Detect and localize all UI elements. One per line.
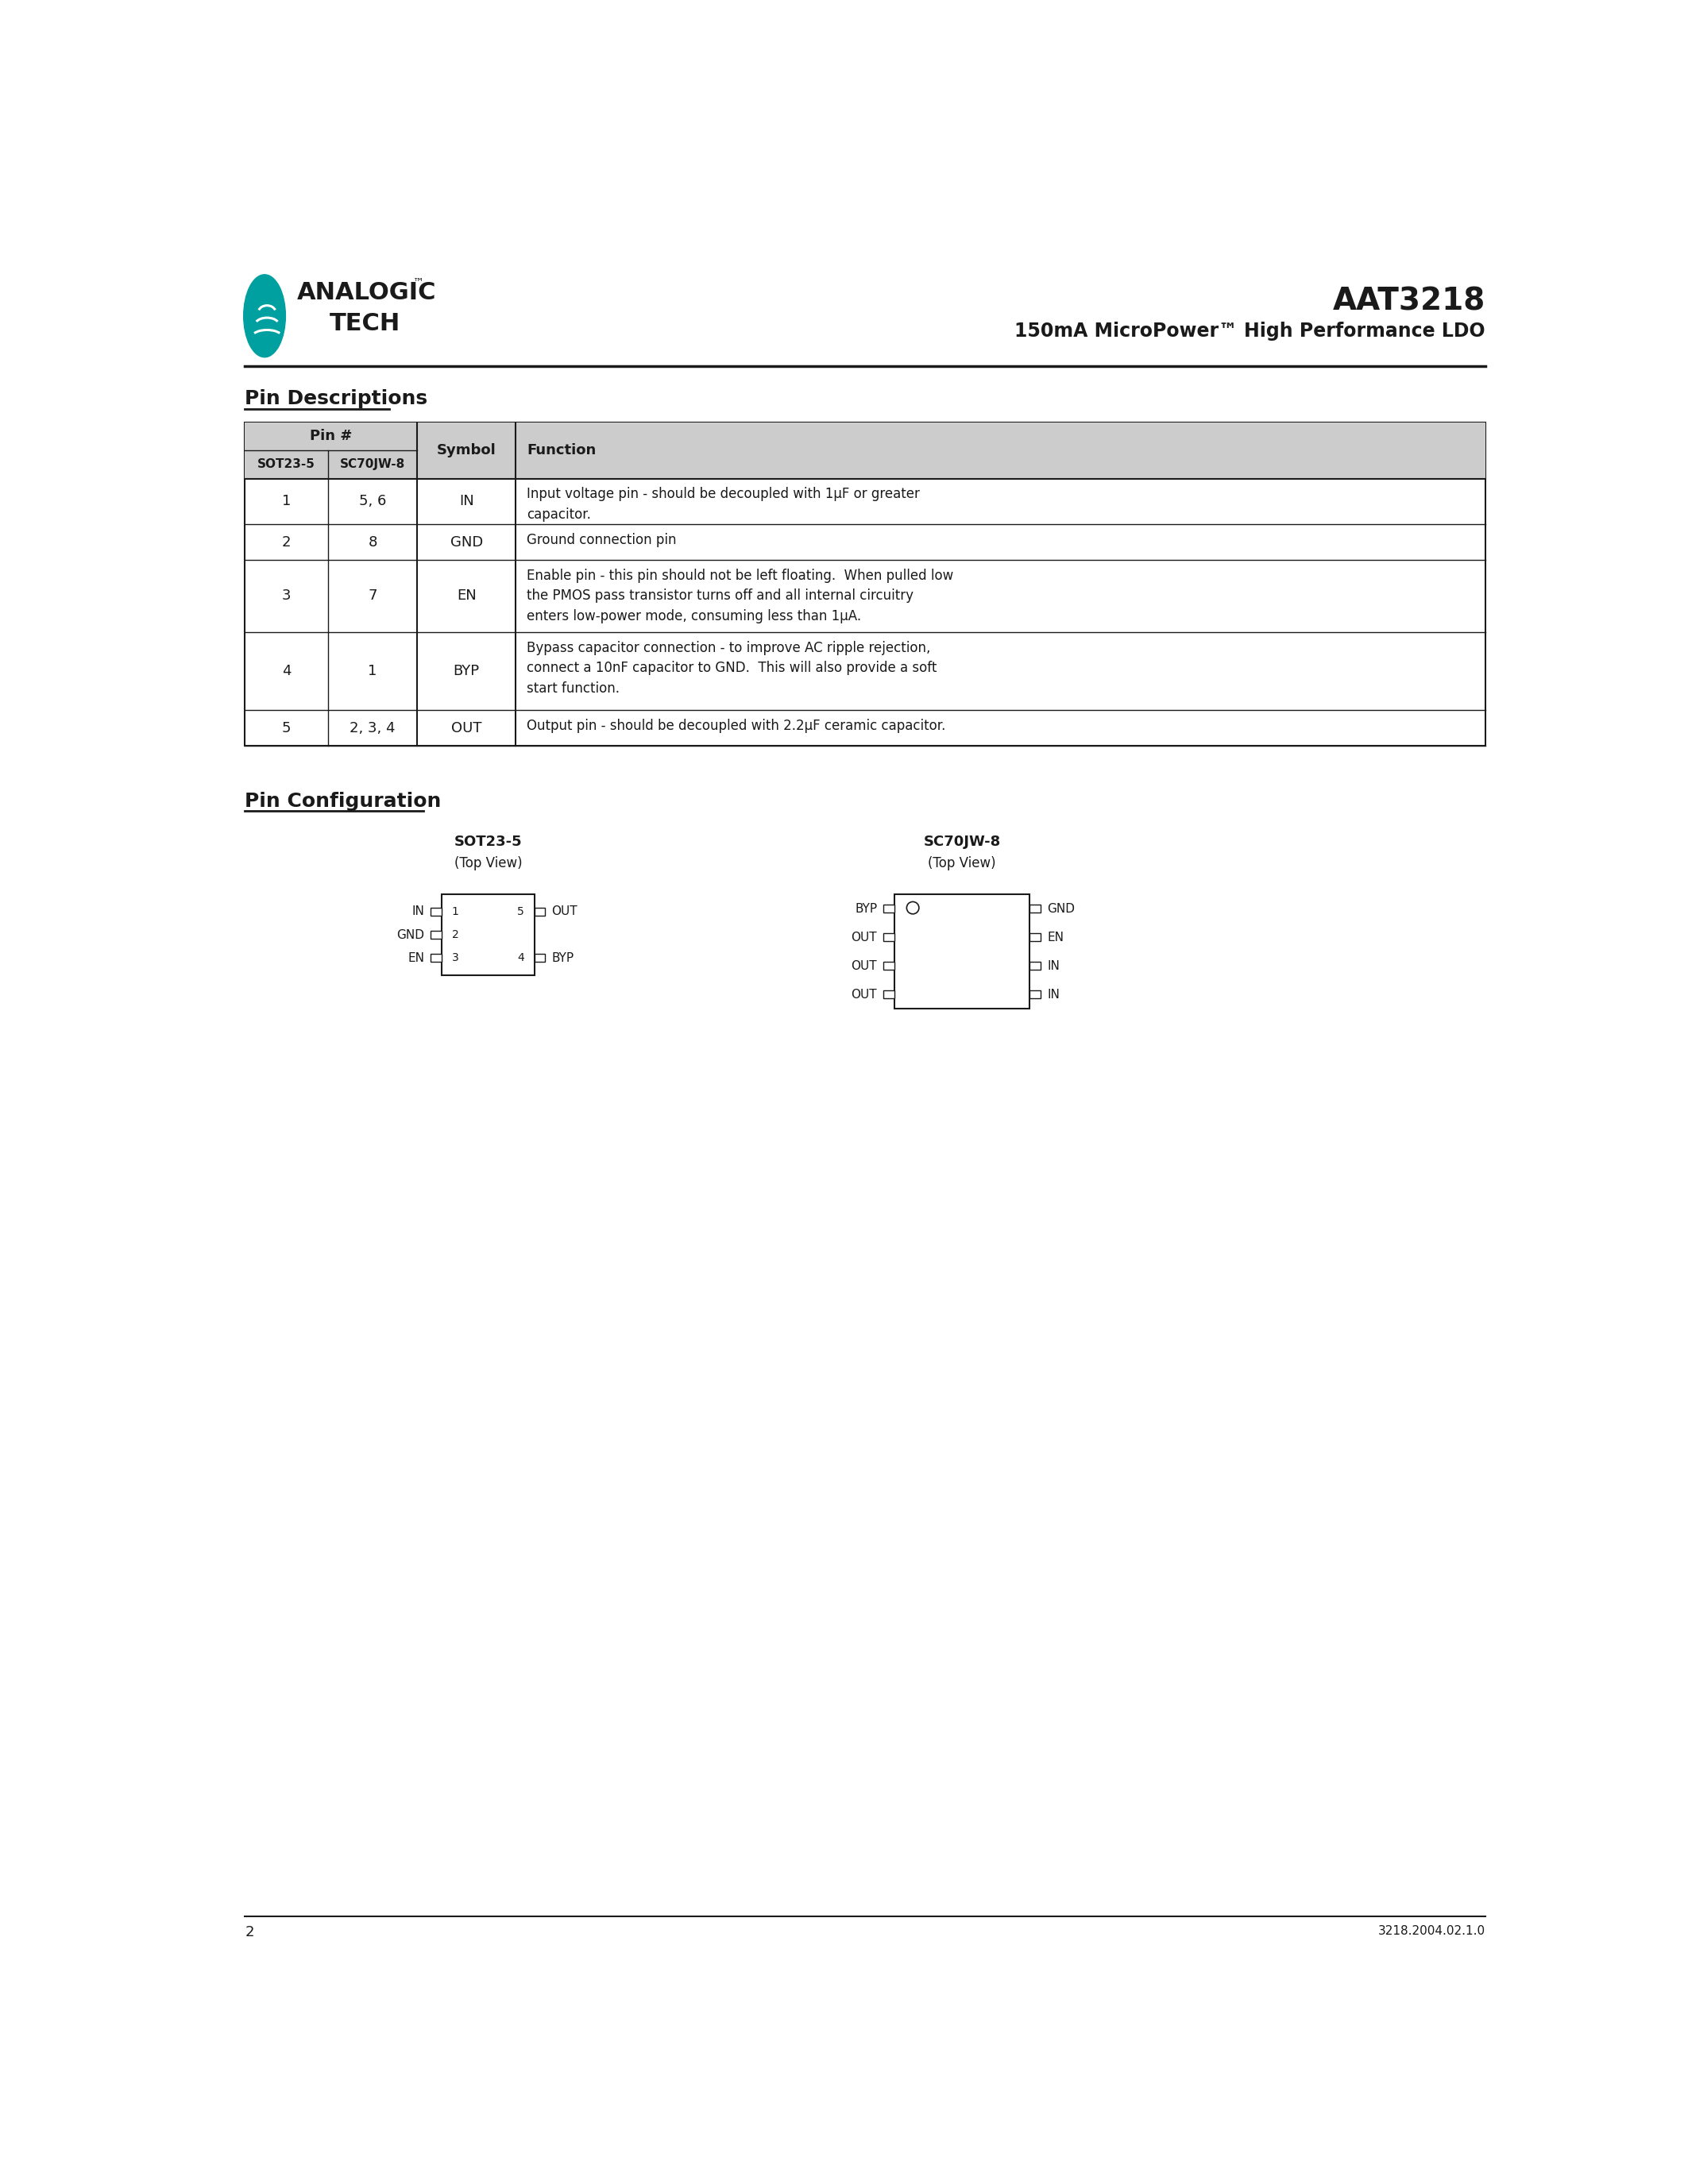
Text: ANALOGIC: ANALOGIC: [297, 282, 437, 304]
Text: 3: 3: [282, 590, 290, 603]
Bar: [895, 895, 1030, 1009]
Text: 2, 3, 4: 2, 3, 4: [349, 721, 395, 736]
Text: IN: IN: [412, 906, 425, 917]
Text: AAT3218: AAT3218: [1332, 286, 1485, 317]
Text: Function: Function: [527, 443, 596, 459]
Text: 2: 2: [245, 1926, 253, 1939]
Text: 2: 2: [282, 535, 290, 550]
Bar: [533, 909, 545, 915]
Text: Input voltage pin - should be decoupled with 1μF or greater
capacitor.: Input voltage pin - should be decoupled …: [527, 487, 920, 522]
Text: 5, 6: 5, 6: [360, 494, 387, 509]
Text: SC70JW-8: SC70JW-8: [923, 834, 1001, 850]
Text: 1: 1: [282, 494, 290, 509]
Text: Output pin - should be decoupled with 2.2μF ceramic capacitor.: Output pin - should be decoupled with 2.…: [527, 719, 945, 734]
Text: 150mA MicroPower™ High Performance LDO: 150mA MicroPower™ High Performance LDO: [1014, 321, 1485, 341]
Text: SC70JW-8: SC70JW-8: [339, 459, 405, 470]
Text: 4: 4: [518, 952, 525, 963]
Bar: [883, 933, 895, 941]
Text: GND: GND: [451, 535, 483, 550]
Bar: [442, 895, 533, 974]
Circle shape: [906, 902, 918, 913]
Text: OUT: OUT: [451, 721, 481, 736]
Bar: [1030, 992, 1041, 998]
Bar: [245, 422, 1485, 478]
Bar: [533, 954, 545, 961]
Bar: [430, 930, 442, 939]
Text: BYP: BYP: [454, 664, 479, 679]
Bar: [1030, 961, 1041, 970]
Bar: [1030, 933, 1041, 941]
Text: EN: EN: [457, 590, 476, 603]
Text: ™: ™: [414, 277, 424, 288]
Text: EN: EN: [1047, 930, 1063, 943]
Text: GND: GND: [397, 928, 425, 941]
Text: Bypass capacitor connection - to improve AC ripple rejection,
connect a 10nF cap: Bypass capacitor connection - to improve…: [527, 640, 937, 697]
Text: OUT: OUT: [851, 961, 878, 972]
Text: 2: 2: [452, 928, 459, 941]
Text: OUT: OUT: [851, 930, 878, 943]
Text: 1: 1: [368, 664, 376, 679]
Bar: [1030, 904, 1041, 913]
Text: OUT: OUT: [851, 989, 878, 1000]
Text: Enable pin - this pin should not be left floating.  When pulled low
the PMOS pas: Enable pin - this pin should not be left…: [527, 568, 954, 625]
Text: 8: 8: [368, 535, 376, 550]
Text: Pin #: Pin #: [311, 430, 353, 443]
Text: Pin Descriptions: Pin Descriptions: [245, 389, 427, 408]
Text: SOT23-5: SOT23-5: [454, 834, 522, 850]
Text: 7: 7: [368, 590, 376, 603]
Bar: [245, 422, 1485, 745]
Text: TECH: TECH: [329, 312, 400, 334]
Text: Pin Configuration: Pin Configuration: [245, 791, 441, 810]
Text: GND: GND: [1047, 902, 1075, 915]
Text: BYP: BYP: [854, 902, 878, 915]
Text: EN: EN: [408, 952, 425, 963]
Bar: [430, 954, 442, 961]
Text: 5: 5: [518, 906, 525, 917]
Bar: [430, 909, 442, 915]
Text: BYP: BYP: [552, 952, 574, 963]
Text: 4: 4: [282, 664, 290, 679]
Bar: [883, 961, 895, 970]
Text: Symbol: Symbol: [437, 443, 496, 459]
Bar: [883, 992, 895, 998]
Text: IN: IN: [1047, 961, 1060, 972]
Text: SOT23-5: SOT23-5: [258, 459, 316, 470]
Text: 3218.2004.02.1.0: 3218.2004.02.1.0: [1377, 1926, 1485, 1937]
Text: Ground connection pin: Ground connection pin: [527, 533, 677, 548]
Text: IN: IN: [1047, 989, 1060, 1000]
Text: IN: IN: [459, 494, 474, 509]
Text: 1: 1: [452, 906, 459, 917]
Text: (Top View): (Top View): [454, 856, 522, 871]
Text: (Top View): (Top View): [928, 856, 996, 871]
Text: OUT: OUT: [552, 906, 577, 917]
Text: 3: 3: [452, 952, 459, 963]
Bar: [883, 904, 895, 913]
Text: 5: 5: [282, 721, 290, 736]
Ellipse shape: [243, 275, 285, 358]
